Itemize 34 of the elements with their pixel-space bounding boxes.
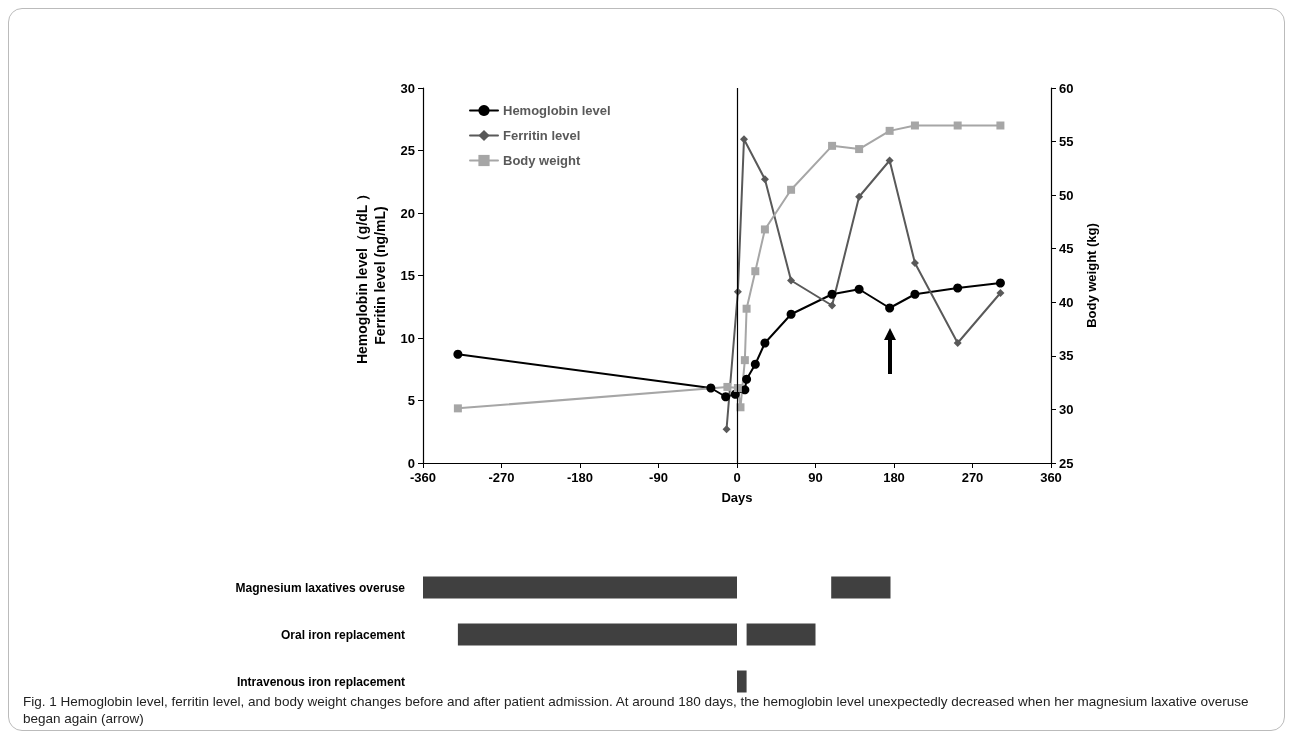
y-tick-label: 0 [407,455,415,471]
y2-tick-label: 40 [1059,294,1074,310]
y2-tick-label: 30 [1059,401,1074,417]
x-tick-label: 0 [733,470,741,485]
x-tick-label: -180 [566,470,594,485]
annotation: Fig. 1 Hemoglobin level, ferritin level, and body weight changes before and after patient admission. At around 180 days, the hemoglobin level unexpectedly decreased when her magnesium laxative overuse began again (arrow) [23,693,1250,727]
y2-tick-label: 55 [1059,134,1074,150]
x-tick-label: 90 [808,470,823,485]
y2-tick-label: 45 [1059,241,1074,257]
y-tick-label: 5 [407,393,415,408]
y-tick-label: 20 [400,205,415,221]
y-tick-label: 10 [400,330,415,346]
x-tick-label: -90 [649,470,668,485]
x-tick-label: 180 [883,470,905,485]
y2-tick-label: 35 [1059,348,1074,364]
y2-axis-title: Body weight (kg) [1084,223,1099,328]
y-tick-label: 30 [400,80,415,96]
x-tick-label: -270 [488,470,515,485]
y2-tick-label: 60 [1059,80,1074,96]
y-axis-title: Hemoglobin level（g/dL ） Ferritin level (ng/mL) [354,186,388,365]
y-tick-label: Oral iron replacement [280,627,405,642]
x-axis-title: Days [721,490,753,505]
y-tick-label: 15 [400,268,415,283]
x-tick-label: -360 [409,470,437,485]
legend-label: Hemoglobin level [503,103,611,118]
x-tick-label: 360 [1040,470,1062,485]
y2-tick-label: 25 [1059,455,1074,471]
y-tick-label: 25 [400,143,415,158]
y-tick-label: Intravenous iron replacement [236,674,405,689]
legend-label: Ferritin level [503,128,581,143]
y-tick-label: Magnesium laxatives overuse [235,580,406,595]
x-tick-label: 270 [961,470,984,485]
y2-tick-label: 50 [1059,187,1074,203]
legend-label: Body weight [503,153,581,168]
